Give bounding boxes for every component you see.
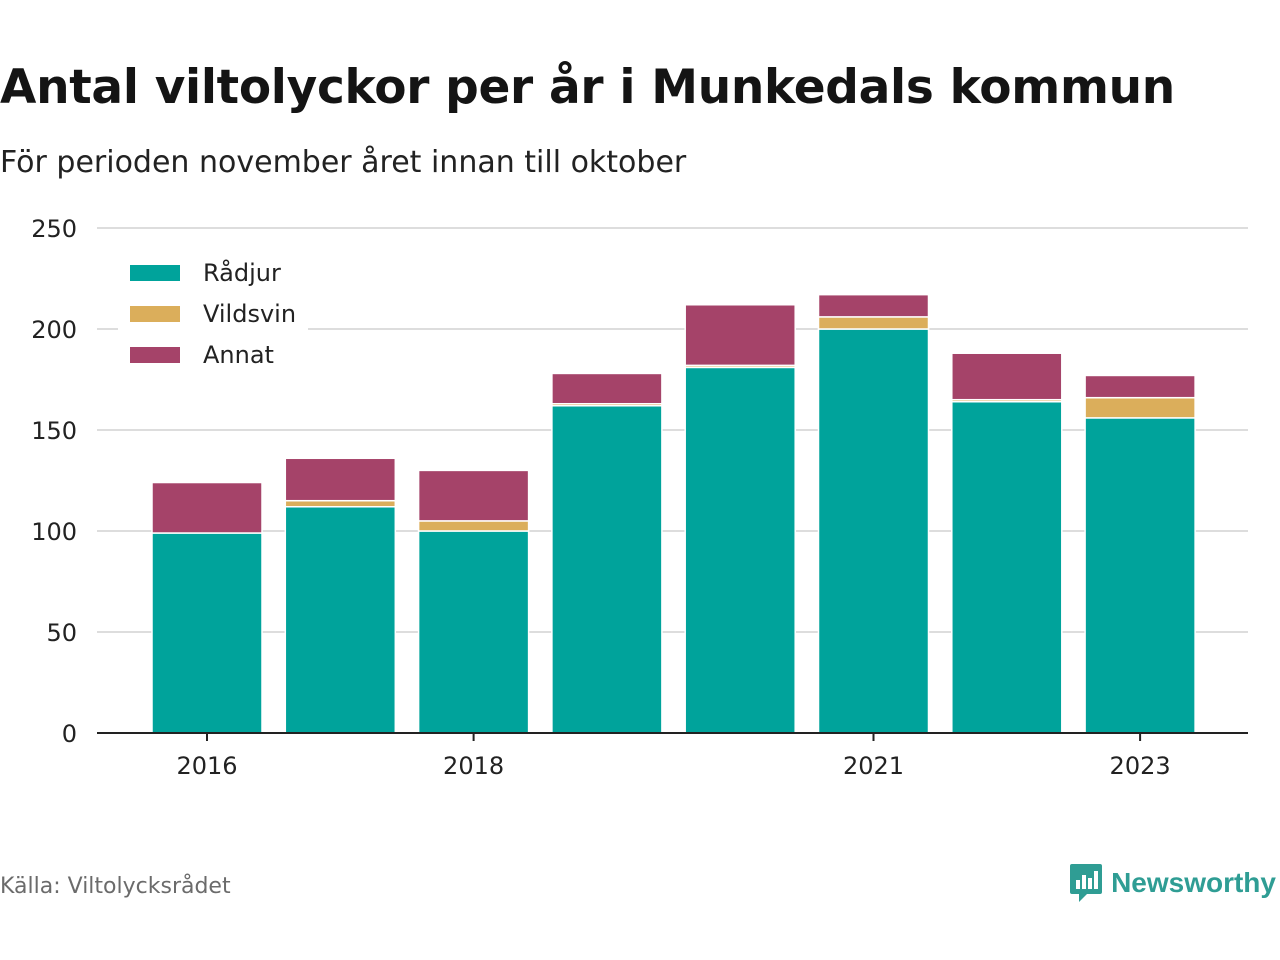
legend-item-vildsvin[interactable]: Vildsvin [130, 293, 296, 334]
legend-label: Rådjur [203, 258, 281, 287]
bar-segment [284, 506, 397, 734]
legend-swatch [130, 346, 180, 363]
bars [151, 293, 1196, 734]
y-tick-label: 200 [31, 316, 77, 344]
bar-segment [1084, 374, 1196, 399]
x-tick-label: 2016 [176, 752, 237, 780]
legend-item-annat[interactable]: Annat [130, 334, 296, 375]
legend: Rådjur Vildsvin Annat [118, 246, 309, 379]
bar-segment [417, 530, 530, 734]
legend-swatch [130, 264, 180, 281]
x-axis-ticks: 2016 2018 2021 2023 [176, 733, 1171, 780]
legend-label: Vildsvin [203, 299, 297, 328]
bar-segment [151, 532, 263, 734]
y-tick-label: 0 [62, 720, 77, 748]
x-tick-label: 2018 [443, 752, 504, 780]
y-tick-label: 250 [31, 215, 77, 243]
bar-segment [684, 304, 796, 367]
brand-name: Newsworthy [1111, 867, 1276, 898]
y-tick-label: 100 [31, 518, 77, 546]
y-tick-label: 50 [46, 619, 77, 647]
brand-logo[interactable]: Newsworthy [1069, 862, 1276, 904]
bar-segment [817, 328, 930, 734]
newsworthy-logo-icon [1070, 864, 1103, 902]
x-tick-label: 2023 [1110, 752, 1171, 780]
bar-segment [284, 499, 397, 508]
y-tick-label: 150 [31, 417, 77, 445]
bar-segment [417, 469, 530, 522]
bar-segment [151, 481, 263, 534]
bar-segment [817, 316, 930, 330]
bar-segment [817, 293, 930, 318]
bar-segment [417, 520, 530, 532]
legend-item-radjur[interactable]: Rådjur [130, 252, 296, 293]
bar-segment [551, 372, 663, 405]
chart-subtitle: För perioden november året innan till ok… [0, 145, 687, 180]
bar-segment [284, 457, 397, 502]
bar-segment [684, 366, 796, 734]
legend-swatch [130, 305, 180, 322]
chart-title: Antal viltolyckor per år i Munkedals kom… [0, 60, 1175, 115]
y-axis-ticks: 0 50 100 150 200 250 [31, 215, 77, 748]
source-note: Källa: Viltolycksrådet [0, 874, 231, 899]
bar-segment [951, 400, 1063, 734]
bar-segment [951, 352, 1063, 401]
bar-segment [551, 405, 663, 734]
x-tick-label: 2021 [843, 752, 904, 780]
bar-segment [1084, 417, 1196, 734]
legend-label: Annat [203, 340, 274, 369]
bar-segment [1084, 396, 1196, 419]
